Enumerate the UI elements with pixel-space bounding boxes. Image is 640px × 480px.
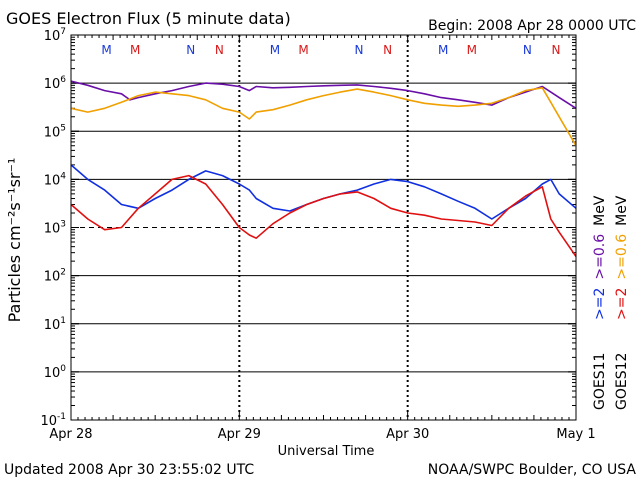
x-tick-label: May 1 — [556, 427, 595, 442]
x-tick-labels: Apr 28 Apr 29 Apr 30 May 1 — [49, 427, 595, 442]
y-tick-label: 107 — [44, 27, 66, 44]
y-axis-label: Particles cm⁻²s⁻¹sr⁻¹ — [5, 158, 24, 323]
legend-goes12-name: GOES12 — [614, 353, 630, 410]
begin-date: Begin: 2008 Apr 28 0000 UTC — [428, 18, 636, 34]
mn-marker: M — [298, 43, 308, 57]
y-tick-label: 105 — [44, 123, 66, 140]
x-tick-label: Apr 30 — [386, 427, 429, 442]
mn-marker: N — [552, 43, 561, 57]
y-tick-label: 103 — [44, 220, 66, 237]
mn-marker: M — [270, 43, 280, 57]
legend-goes11-name: GOES11 — [592, 353, 608, 410]
credit-text: NOAA/SWPC Boulder, CO USA — [428, 462, 637, 478]
legend-goes12-2mev: >=2 — [614, 288, 630, 320]
mn-marker: N — [355, 43, 364, 57]
mn-marker: N — [383, 43, 392, 57]
y-tick-label: 104 — [44, 171, 67, 188]
mn-marker: N — [186, 43, 195, 57]
svg-text:>=2>=0.6MeV: >=2 >=0.6 MeV — [592, 195, 608, 320]
right-legend: GOES11 GOES12 >=2 >=0.6 MeV >=2 >=0.6 MeV — [592, 195, 630, 410]
legend-goes12-06mev: >=0.6 — [614, 234, 630, 280]
legend-goes11-2mev: >=2 — [592, 288, 608, 320]
mn-marker: M — [438, 43, 448, 57]
mn-marker: N — [523, 43, 532, 57]
x-tick-label: Apr 28 — [49, 427, 92, 442]
x-axis-label: Universal Time — [278, 444, 375, 459]
legend-goes12-unit: MeV — [614, 195, 630, 226]
y-tick-label: 100 — [44, 364, 67, 381]
series-line-2 — [70, 164, 577, 220]
chart-title: GOES Electron Flux (5 minute data) — [6, 9, 291, 28]
y-tick-label: 10-1 — [40, 412, 66, 429]
plot-frame — [70, 34, 577, 421]
y-tick-label: 106 — [44, 75, 67, 92]
y-tick-label: 102 — [44, 268, 66, 285]
legend-goes11-unit: MeV — [592, 195, 608, 226]
updated-timestamp: Updated 2008 Apr 30 23:55:02 UTC — [4, 462, 254, 478]
series-lines — [70, 80, 577, 257]
svg-text:>=2>=0.6MeV: >=2 >=0.6 MeV — [614, 195, 630, 320]
series-line-0 — [70, 80, 577, 109]
mn-marker: M — [130, 43, 140, 57]
grid-lines — [70, 34, 577, 421]
mn-marker: M — [101, 43, 111, 57]
series-line-1 — [70, 87, 577, 147]
series-line-3 — [70, 174, 577, 257]
y-tick-label: 101 — [44, 316, 66, 333]
y-tick-labels: 10-1 100 101 102 103 104 105 106 107 — [40, 27, 66, 429]
mn-marker: N — [215, 43, 224, 57]
x-tick-label: Apr 29 — [218, 427, 261, 442]
mn-marker: M — [467, 43, 477, 57]
legend-goes11-06mev: >=0.6 — [592, 234, 608, 280]
